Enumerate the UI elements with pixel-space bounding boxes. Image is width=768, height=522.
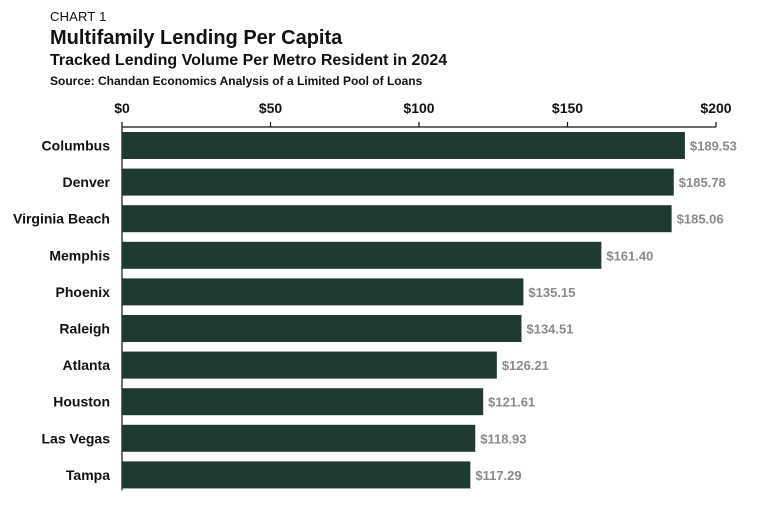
bar: [122, 315, 522, 342]
bar: [122, 424, 476, 452]
category-label: Denver: [63, 174, 111, 190]
x-tick-label: $0: [114, 100, 130, 116]
category-label: Columbus: [42, 138, 111, 154]
value-label: $185.06: [677, 212, 724, 227]
value-label: $135.15: [528, 285, 575, 300]
value-label: $134.51: [526, 322, 573, 337]
bars: Columbus $189.53 Denver $185.78 Virginia Bea…: [13, 132, 737, 489]
bar: [122, 351, 497, 379]
bar: [122, 168, 674, 196]
chart-source: Source: Chandan Economics Analysis of a …: [50, 74, 423, 88]
value-label: $161.40: [606, 248, 653, 263]
category-label: Memphis: [49, 247, 110, 263]
chart-eyebrow: CHART 1: [50, 9, 107, 24]
category-label: Las Vegas: [42, 430, 111, 446]
bar: [122, 205, 672, 233]
value-label: $117.29: [475, 468, 521, 483]
category-label: Houston: [53, 394, 110, 410]
value-label: $118.93: [480, 431, 526, 446]
chart-subtitle: Tracked Lending Volume Per Metro Residen…: [50, 52, 448, 69]
bar: [122, 388, 484, 416]
bar: [122, 241, 602, 269]
value-label: $189.53: [690, 139, 737, 154]
category-label: Raleigh: [59, 321, 110, 337]
category-label: Tampa: [66, 467, 110, 483]
x-tick-label: $200: [700, 100, 731, 116]
x-tick-label: $150: [552, 100, 583, 116]
value-label: $185.78: [679, 175, 726, 190]
bar: [122, 132, 685, 159]
bar: [122, 461, 471, 489]
x-tick-label: $50: [259, 100, 283, 116]
bar: [122, 278, 524, 306]
category-label: Virginia Beach: [13, 211, 110, 227]
x-tick-label: $100: [403, 100, 434, 116]
value-label: $121.61: [488, 395, 535, 410]
category-label: Phoenix: [56, 284, 111, 300]
category-label: Atlanta: [63, 357, 111, 373]
value-label: $126.21: [502, 358, 549, 373]
chart-title: Multifamily Lending Per Capita: [50, 27, 343, 49]
